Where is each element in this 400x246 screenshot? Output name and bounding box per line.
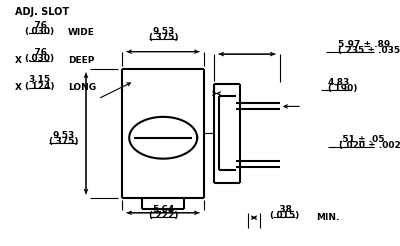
Text: 4.83: 4.83 — [327, 77, 350, 87]
Text: 3.15: 3.15 — [28, 75, 50, 84]
Text: WIDE: WIDE — [68, 28, 95, 37]
Text: (.030): (.030) — [24, 54, 54, 63]
Text: ADJ. SLOT: ADJ. SLOT — [15, 7, 69, 17]
Text: .76: .76 — [31, 48, 47, 57]
Text: 5.64: 5.64 — [152, 205, 174, 214]
Text: (.015): (.015) — [269, 211, 299, 220]
Text: MIN.: MIN. — [316, 213, 339, 222]
Text: (.222): (.222) — [148, 211, 178, 220]
Text: 9.53: 9.53 — [52, 131, 74, 140]
Text: (.375): (.375) — [148, 33, 178, 42]
Text: .76: .76 — [31, 20, 47, 30]
Text: .38: .38 — [276, 205, 292, 214]
Text: DEEP: DEEP — [68, 56, 94, 65]
Text: X: X — [15, 83, 22, 92]
Text: .51 ± .05: .51 ± .05 — [339, 135, 385, 144]
Text: (.124): (.124) — [24, 81, 54, 91]
Text: 9.53: 9.53 — [152, 27, 174, 36]
Text: X: X — [15, 56, 22, 65]
Text: (.190): (.190) — [327, 84, 358, 93]
Text: (.020 ± .002): (.020 ± .002) — [339, 141, 400, 150]
Text: (.375): (.375) — [48, 137, 78, 146]
Text: (.030): (.030) — [24, 27, 54, 36]
Text: (.235 ± .035): (.235 ± .035) — [338, 46, 400, 55]
Text: LONG: LONG — [68, 83, 96, 92]
Text: 5.97 ± .89: 5.97 ± .89 — [338, 40, 390, 49]
